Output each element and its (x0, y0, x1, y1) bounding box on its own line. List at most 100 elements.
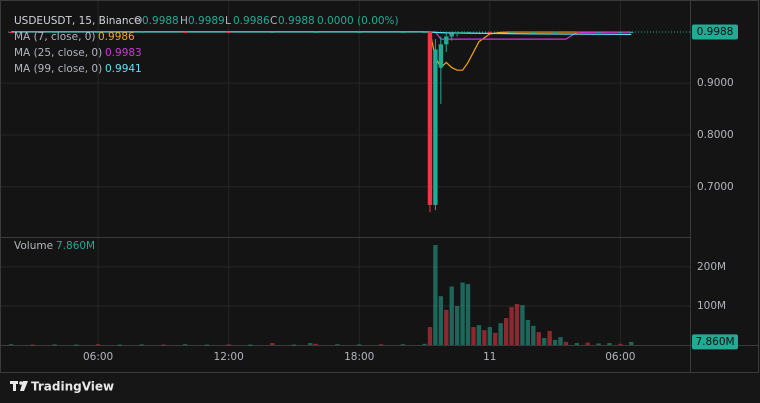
volume-bar (270, 343, 275, 345)
candle-body (531, 31, 536, 33)
marks (8, 31, 690, 346)
candle-body (629, 31, 634, 33)
volume-bar (465, 284, 471, 345)
change-value: 0.0000 (0.00%) (317, 15, 399, 27)
grid (1, 1, 690, 345)
volume-bar (335, 344, 340, 346)
volume-bar (95, 344, 101, 346)
volume-bar (503, 318, 509, 345)
candle-body (52, 31, 57, 33)
volume-bar (563, 341, 569, 345)
volume-bar (433, 245, 438, 345)
logo-part (13, 381, 16, 391)
volume-bar (449, 286, 454, 345)
volume-bar (585, 342, 590, 345)
volume-bar (8, 344, 14, 346)
candle-body (182, 31, 188, 33)
volume-value: 7.860M (56, 240, 95, 252)
volume-bar (74, 344, 79, 346)
volume-bar (596, 343, 601, 345)
y-tick-label: 0.7000 (697, 181, 734, 193)
ohlc-key: L (225, 15, 231, 27)
volume-tick-label: 200M (697, 261, 726, 273)
candle-body (487, 31, 492, 33)
ma-value: 0.9983 (105, 47, 142, 59)
volume-bar (427, 327, 433, 345)
volume-bar (204, 344, 210, 346)
volume-bar (444, 309, 449, 345)
volume-bar (607, 343, 612, 345)
x-tick-label: 11 (483, 351, 496, 363)
candle-body (357, 31, 362, 33)
ohlc-value: 0.9988 (278, 15, 315, 27)
ma-name: MA (99, close, 0) (14, 63, 102, 75)
volume-bar (313, 343, 318, 345)
last-volume-label: 7.860M (695, 336, 734, 348)
volume-bar (574, 343, 580, 345)
logo-part (20, 381, 28, 391)
volume-bar (52, 344, 57, 346)
logo-part (19, 381, 23, 385)
ohlc-value: 0.9989 (188, 15, 225, 27)
candle-body (139, 31, 144, 33)
last-price-box (692, 24, 738, 40)
candle-body (509, 31, 514, 33)
volume-tick-label: 100M (697, 300, 726, 312)
volume-bar (629, 341, 634, 345)
y-tick-label: 0.9000 (697, 77, 734, 89)
candle-body (618, 31, 623, 33)
volume-bar (454, 305, 460, 345)
volume-bar (139, 344, 144, 346)
volume-bar (161, 344, 166, 346)
ma-value: 0.9941 (105, 63, 142, 75)
candle-body (433, 49, 438, 205)
volume-bar (30, 344, 35, 346)
candle-body (465, 31, 471, 33)
candle-body (574, 31, 580, 33)
candle-body (422, 31, 427, 33)
volume-bar (438, 296, 444, 345)
ma-name: MA (7, close, 0) (14, 31, 96, 43)
volume-bar (476, 325, 482, 345)
volume-bar (400, 344, 405, 346)
symbol-title: USDEUSDT, 15, Binance (14, 15, 141, 27)
candle-body (596, 31, 601, 33)
volume-bar (552, 339, 558, 345)
volume-bar (460, 282, 465, 345)
candle-body (460, 32, 465, 34)
volume-bar (493, 332, 498, 345)
ohlc-value: 0.9988 (142, 15, 179, 27)
candle-body (226, 31, 231, 33)
volume-bar (525, 320, 531, 345)
ma-name: MA (25, close, 0) (14, 47, 102, 59)
candle-body (449, 33, 454, 37)
x-tick-label: 12:00 (214, 351, 244, 363)
volume-bar (248, 344, 253, 346)
volume-bar (547, 330, 552, 345)
candle-body (427, 31, 433, 205)
volume-bar (498, 323, 503, 345)
x-tick-label: 06:00 (605, 351, 635, 363)
y-tick-label: 0.8000 (697, 129, 734, 141)
volume-bar (471, 327, 476, 345)
candle-body (444, 36, 449, 45)
volume-bar (308, 343, 313, 345)
volume-name: Volume (14, 240, 53, 252)
volume-bar (357, 344, 362, 346)
volume-bar (509, 307, 514, 345)
ma-line (11, 31, 632, 35)
volume-bar (520, 305, 525, 345)
x-tick-label: 06:00 (83, 351, 113, 363)
ohlc-value: 0.9986 (233, 15, 270, 27)
volume-bar (536, 332, 541, 345)
candle-body (95, 31, 101, 33)
volume-bar (378, 344, 384, 346)
labels: 06:00 12:00 18:00 11 06:00 0.9000 0.8000 0.7000… (14, 15, 738, 363)
candle-body (552, 31, 558, 33)
ohlc-key: O (134, 15, 142, 27)
candle-body (8, 31, 14, 33)
volume-bar (558, 337, 563, 345)
ohlc-key: C (270, 15, 277, 27)
volume-bar (422, 343, 427, 345)
